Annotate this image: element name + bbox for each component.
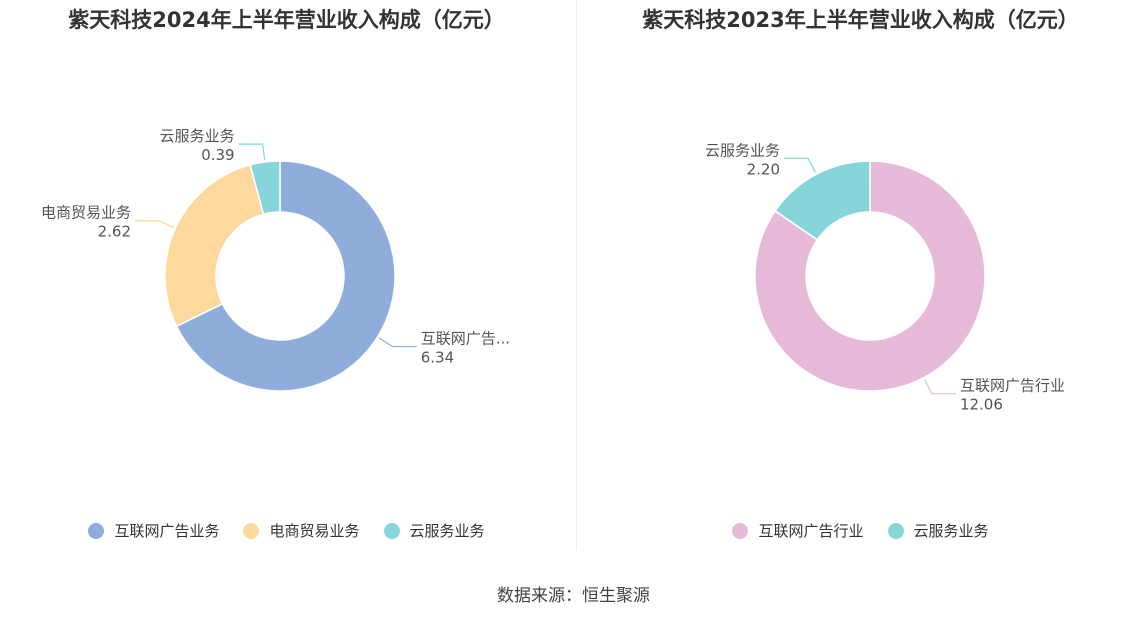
legend-dot-icon — [732, 522, 749, 539]
chart-legend: 互联网广告业务 电商贸易业务 云服务业务 — [0, 520, 573, 541]
legend-dot-icon — [243, 522, 260, 539]
label-leader-line — [784, 157, 817, 173]
legend-label: 互联网广告行业 — [758, 522, 864, 540]
legend-item[interactable]: 电商贸易业务 — [243, 520, 360, 541]
label-leader-line — [923, 379, 956, 395]
chart-panel-2024: 紫天科技2024年上半年营业收入构成（亿元） 互联网广告... 6.34 电商贸易业… — [0, 0, 573, 560]
donut-slice[interactable] — [754, 160, 986, 392]
slice-category-label: 云服务业务 — [705, 141, 780, 159]
slice-category-label: 互联网广告... — [421, 330, 510, 348]
chart-panel-2023: 紫天科技2023年上半年营业收入构成（亿元） 互联网广告行业 12.06 云服务业务… — [574, 0, 1147, 560]
donut-slice[interactable] — [774, 160, 871, 241]
legend-dot-icon — [88, 522, 105, 539]
legend-label: 云服务业务 — [409, 522, 485, 540]
legend-item[interactable]: 云服务业务 — [383, 520, 485, 541]
chart-title: 紫天科技2023年上半年营业收入构成（亿元） — [642, 8, 1079, 32]
slice-value-label: 6.34 — [421, 349, 454, 367]
slice-value-label: 2.62 — [98, 223, 131, 241]
label-leader-line — [135, 220, 174, 228]
legend-dot-icon — [383, 522, 400, 539]
slice-category-label: 互联网广告行业 — [960, 377, 1065, 395]
slice-value-label: 2.20 — [747, 160, 780, 178]
legend-label: 互联网广告业务 — [114, 522, 220, 540]
chart-legend: 互联网广告行业 云服务业务 — [574, 520, 1147, 541]
donut-slice[interactable] — [249, 160, 281, 216]
legend-dot-icon — [887, 522, 904, 539]
slice-category-label: 电商贸易业务 — [41, 204, 131, 222]
label-leader-line — [238, 143, 266, 161]
legend-item[interactable]: 互联网广告行业 — [732, 520, 864, 541]
donut-slice[interactable] — [175, 160, 396, 392]
legend-label: 云服务业务 — [913, 522, 989, 540]
legend-item[interactable]: 互联网广告业务 — [88, 520, 219, 541]
panel-divider — [576, 0, 577, 550]
label-leader-line — [378, 337, 417, 348]
legend-label: 电商贸易业务 — [269, 522, 360, 540]
legend-item[interactable]: 云服务业务 — [887, 520, 989, 541]
slice-value-label: 12.06 — [960, 396, 1003, 414]
data-source: 数据来源：恒生聚源 — [497, 586, 650, 606]
chart-title: 紫天科技2024年上半年营业收入构成（亿元） — [68, 8, 505, 32]
slice-category-label: 云服务业务 — [160, 127, 235, 145]
slice-value-label: 0.39 — [201, 146, 234, 164]
donut-slice[interactable] — [164, 164, 265, 328]
